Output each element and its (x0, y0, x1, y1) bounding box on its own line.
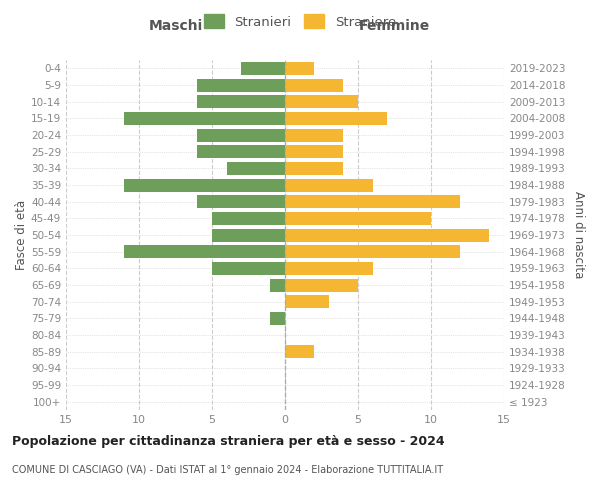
Bar (285, 345, 314, 358)
Bar (285, 78, 343, 92)
Bar (197, 128, 285, 141)
Bar (227, 162, 285, 175)
Bar (124, 112, 285, 125)
Bar (124, 178, 285, 192)
Bar (285, 245, 460, 258)
Bar (271, 312, 285, 325)
Bar (212, 262, 285, 275)
Bar (197, 78, 285, 92)
Bar (285, 128, 343, 141)
Bar (212, 228, 285, 241)
Bar (285, 295, 329, 308)
Bar (212, 212, 285, 225)
Bar (285, 228, 490, 241)
Bar (285, 112, 387, 125)
Bar (241, 62, 285, 75)
Bar (285, 95, 358, 108)
Text: Femmine: Femmine (359, 18, 430, 32)
Bar (285, 62, 314, 75)
Y-axis label: Anni di nascita: Anni di nascita (572, 192, 585, 278)
Bar (124, 245, 285, 258)
Bar (285, 212, 431, 225)
Text: Popolazione per cittadinanza straniera per età e sesso - 2024: Popolazione per cittadinanza straniera p… (12, 435, 445, 448)
Text: Maschi: Maschi (148, 18, 203, 32)
Text: COMUNE DI CASCIAGO (VA) - Dati ISTAT al 1° gennaio 2024 - Elaborazione TUTTITALI: COMUNE DI CASCIAGO (VA) - Dati ISTAT al … (12, 465, 443, 475)
Bar (285, 262, 373, 275)
Bar (197, 195, 285, 208)
Bar (271, 278, 285, 291)
Y-axis label: Fasce di età: Fasce di età (15, 200, 28, 270)
Legend: Stranieri, Straniere: Stranieri, Straniere (199, 9, 401, 34)
Bar (285, 178, 373, 192)
Bar (285, 162, 343, 175)
Bar (285, 145, 343, 158)
Bar (197, 145, 285, 158)
Bar (285, 195, 460, 208)
Bar (197, 95, 285, 108)
Bar (285, 278, 358, 291)
